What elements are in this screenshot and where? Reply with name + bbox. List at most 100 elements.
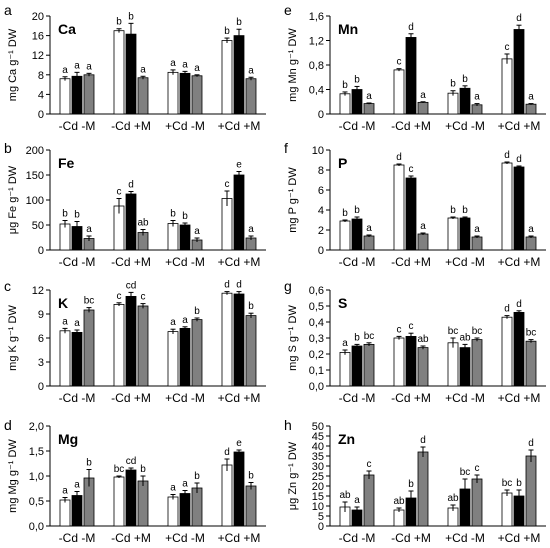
x-tick-label: -Cd -M	[59, 531, 96, 545]
bar	[113, 303, 125, 387]
significance-letter: bc	[472, 326, 483, 337]
significance-letter: cd	[126, 280, 137, 291]
bar	[245, 315, 257, 387]
significance-letter: a	[62, 486, 68, 497]
bar	[59, 330, 71, 387]
significance-letter: d	[516, 13, 522, 24]
x-tick-label: -Cd +M	[391, 119, 431, 133]
significance-letter: a	[528, 92, 534, 103]
y-tick-label: 15	[312, 491, 324, 503]
bar	[525, 340, 537, 387]
y-axis-label: mg K g⁻¹ DW	[7, 305, 19, 371]
y-tick-label: 40	[312, 441, 324, 453]
significance-letter: a	[366, 91, 372, 102]
y-tick-label: 8	[318, 165, 324, 177]
x-tick-label: +Cd +M	[498, 391, 541, 405]
bar	[339, 220, 351, 251]
y-tick-label: 0,8	[309, 60, 324, 72]
significance-letter: a	[474, 92, 480, 103]
bar	[459, 217, 471, 251]
bar	[71, 75, 83, 115]
x-tick-label: -Cd -M	[339, 531, 376, 545]
significance-letter: b	[516, 478, 522, 489]
significance-letter: b	[140, 464, 146, 475]
x-tick-label: +Cd +M	[498, 255, 541, 269]
bar	[513, 166, 525, 251]
bar	[417, 451, 429, 527]
significance-letter: b	[354, 205, 360, 216]
panel-letter: e	[284, 2, 292, 18]
y-tick-label: 50	[312, 421, 324, 433]
bar	[113, 476, 125, 527]
bar	[71, 331, 83, 387]
y-tick-label: 10	[312, 501, 324, 513]
bar	[405, 335, 417, 387]
bar	[245, 78, 257, 115]
significance-letter: b	[236, 17, 242, 28]
panel-letter: f	[284, 140, 288, 156]
significance-letter: ab	[447, 493, 459, 504]
panel-letter: b	[4, 140, 12, 156]
y-tick-label: 4	[38, 89, 44, 101]
significance-letter: ab	[137, 218, 149, 229]
significance-letter: a	[194, 226, 200, 237]
significance-letter: c	[117, 291, 122, 302]
bar	[501, 316, 513, 387]
bar	[513, 29, 525, 115]
bar	[417, 233, 429, 251]
bar	[393, 337, 405, 387]
bar	[417, 101, 429, 115]
y-tick-label: 0,0	[309, 381, 324, 393]
y-tick-label: 6	[38, 333, 44, 345]
element-label: Mg	[58, 431, 78, 447]
bar	[339, 351, 351, 387]
element-label: S	[338, 295, 347, 311]
bar	[525, 455, 537, 527]
significance-letter: a	[182, 315, 188, 326]
bar	[393, 69, 405, 115]
y-tick-label: 0	[318, 109, 324, 121]
y-tick-label: 0,0	[29, 521, 44, 533]
significance-letter: d	[224, 447, 230, 458]
x-tick-label: -Cd -M	[339, 391, 376, 405]
significance-letter: c	[505, 42, 510, 53]
significance-letter: d	[528, 438, 534, 449]
y-tick-label: 4	[318, 205, 324, 217]
bar	[501, 58, 513, 115]
significance-letter: d	[128, 180, 134, 191]
significance-letter: b	[342, 80, 348, 91]
x-tick-label: -Cd +M	[391, 531, 431, 545]
y-tick-label: 0	[38, 109, 44, 121]
x-tick-label: -Cd -M	[59, 255, 96, 269]
bar	[447, 217, 459, 251]
y-tick-label: 9	[38, 309, 44, 321]
y-tick-label: 1,2	[309, 36, 324, 48]
bar	[167, 496, 179, 527]
element-label: Mn	[338, 21, 358, 37]
y-tick-label: 0,4	[309, 317, 324, 329]
y-axis-label: mg P g⁻¹ DW	[287, 167, 299, 233]
significance-letter: c	[141, 292, 146, 303]
x-tick-label: -Cd -M	[339, 119, 376, 133]
significance-letter: d	[236, 280, 242, 291]
significance-letter: a	[420, 221, 426, 232]
significance-letter: b	[194, 306, 200, 317]
bar	[179, 493, 191, 527]
panel-letter: a	[4, 2, 12, 18]
bar	[125, 295, 137, 387]
y-tick-label: 0,5	[309, 301, 324, 313]
significance-letter: d	[224, 280, 230, 291]
bar	[417, 347, 429, 387]
significance-letter: bc	[448, 326, 459, 337]
x-tick-label: +Cd +M	[498, 531, 541, 545]
significance-letter: a	[474, 224, 480, 235]
bar	[59, 78, 71, 115]
y-axis-label: μg Zn g⁻¹ DW	[287, 441, 299, 510]
y-tick-label: 1,6	[309, 11, 324, 23]
y-axis-label: mg Mg g⁻¹ DW	[7, 439, 19, 513]
bar	[363, 474, 375, 527]
